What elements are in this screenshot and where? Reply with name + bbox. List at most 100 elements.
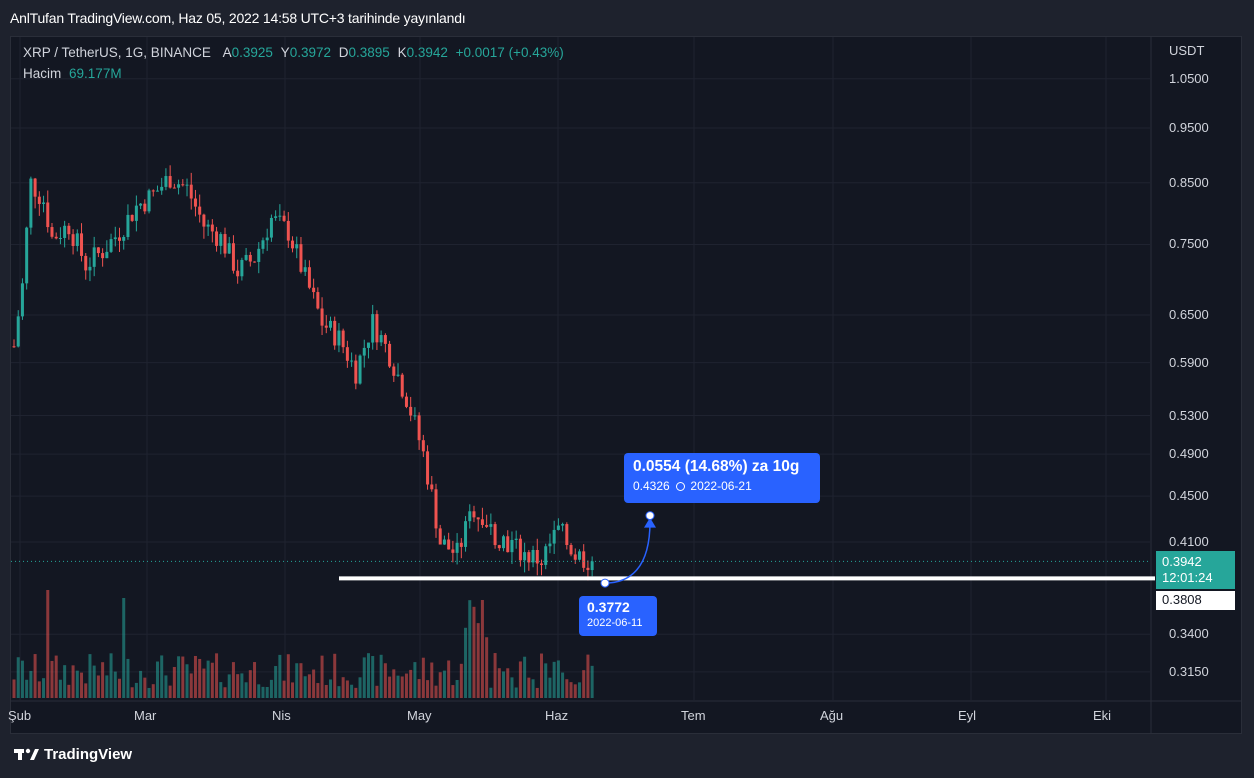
volume-bar (472, 606, 476, 698)
candle-body (84, 255, 88, 271)
symbol-name[interactable]: XRP / TetherUS, 1G, BINANCE (23, 45, 211, 60)
candle-body (291, 240, 295, 249)
candle-body (109, 239, 113, 252)
clock-icon (676, 482, 686, 491)
volume-bar (202, 668, 206, 698)
candle-body (527, 552, 531, 563)
price-tick-label: 0.5900 (1169, 354, 1209, 370)
candle-body (485, 524, 489, 527)
candle-body (523, 552, 527, 561)
time-tick-label: Nis (272, 708, 291, 723)
candle-body (198, 206, 202, 215)
candle-body (134, 205, 138, 221)
candle-body (160, 186, 164, 191)
candle-body (565, 524, 569, 546)
candle-body (371, 314, 375, 343)
price-tick-label: 0.4100 (1169, 534, 1209, 549)
publish-line: AnlTufan TradingView.com, Haz 05, 2022 1… (10, 10, 466, 26)
projection-start-point (600, 578, 610, 588)
volume-bar (510, 677, 514, 698)
volume-bar (253, 662, 257, 698)
volume-bar (181, 656, 185, 698)
candle-body (502, 536, 506, 549)
volume-bar (299, 663, 303, 698)
volume-bar (295, 663, 299, 698)
volume-bar (523, 656, 527, 698)
candle-body (168, 176, 172, 188)
candle-body (577, 551, 581, 560)
candle-body (253, 261, 257, 263)
volume-bar (113, 671, 117, 698)
volume-bar (590, 665, 594, 698)
volume-bar (185, 664, 189, 698)
candle-body (172, 187, 176, 189)
low-value: 0.3895 (348, 45, 390, 60)
volume-bar (50, 660, 54, 698)
volume-bar (464, 627, 468, 698)
volume-bar (392, 669, 396, 698)
volume-bar (552, 661, 556, 698)
candle-body (392, 366, 396, 376)
candle-body (46, 202, 50, 228)
candle-body (320, 308, 324, 326)
volume-label[interactable]: Hacim (23, 66, 62, 81)
volume-bar (231, 662, 235, 698)
volume-bar (155, 661, 159, 698)
candle-body (25, 227, 29, 284)
candle-body (219, 234, 223, 246)
candle-body (147, 190, 151, 212)
candle-body (307, 267, 311, 288)
volume-bar (531, 679, 535, 698)
candle-body (480, 519, 484, 525)
candle-body (231, 243, 235, 271)
price-tick-label: 0.4900 (1169, 446, 1209, 462)
candle-body (299, 244, 303, 272)
volume-bar (400, 676, 404, 698)
volume-bar (544, 663, 548, 698)
volume-bar (193, 655, 197, 698)
volume-bar (312, 669, 316, 698)
volume-bar (206, 660, 210, 698)
candle-body (430, 484, 434, 490)
tradingview-brand[interactable]: TradingView (14, 745, 132, 763)
candle-body (177, 184, 181, 188)
volume-bar (489, 687, 493, 698)
volume-bar (37, 681, 41, 698)
candle-body (286, 220, 290, 241)
projection-start-callout[interactable]: 0.3772 2022-06-11 (579, 596, 657, 636)
candle-body (58, 237, 62, 239)
volume-bar (556, 660, 560, 698)
volume-bar (88, 654, 92, 698)
volume-bar (291, 682, 295, 698)
candle-body (421, 440, 425, 452)
volume-bar (96, 675, 100, 698)
candle-body (20, 283, 24, 317)
volume-bar (12, 679, 16, 698)
candle-body (518, 538, 522, 561)
candle-body (400, 374, 404, 397)
last-price-value: 0.3942 (1162, 554, 1202, 569)
candle-body (269, 217, 273, 238)
volume-bar (168, 685, 172, 698)
candle-body (122, 236, 126, 241)
volume-bar (476, 623, 480, 698)
projection-target-callout[interactable]: 0.0554 (14.68%) za 10g 0.4326 2022-06-21 (624, 453, 820, 503)
volume-bar (413, 662, 417, 698)
volume-bar (307, 674, 311, 698)
candle-body (472, 511, 476, 518)
projection-target-date: 2022-06-21 (690, 479, 752, 493)
volume-bar (84, 683, 88, 698)
candle-body (333, 320, 337, 346)
volume-bar (417, 679, 421, 698)
volume-bar (350, 684, 354, 698)
candle-body (561, 524, 565, 526)
volume-bar (506, 668, 510, 698)
candle-body (42, 202, 46, 204)
candle-body (67, 225, 71, 235)
volume-bar (535, 687, 539, 698)
volume-bar (485, 637, 489, 698)
candle-body (375, 314, 379, 343)
tradingview-logo-icon (14, 745, 40, 763)
candle-body (303, 267, 307, 272)
